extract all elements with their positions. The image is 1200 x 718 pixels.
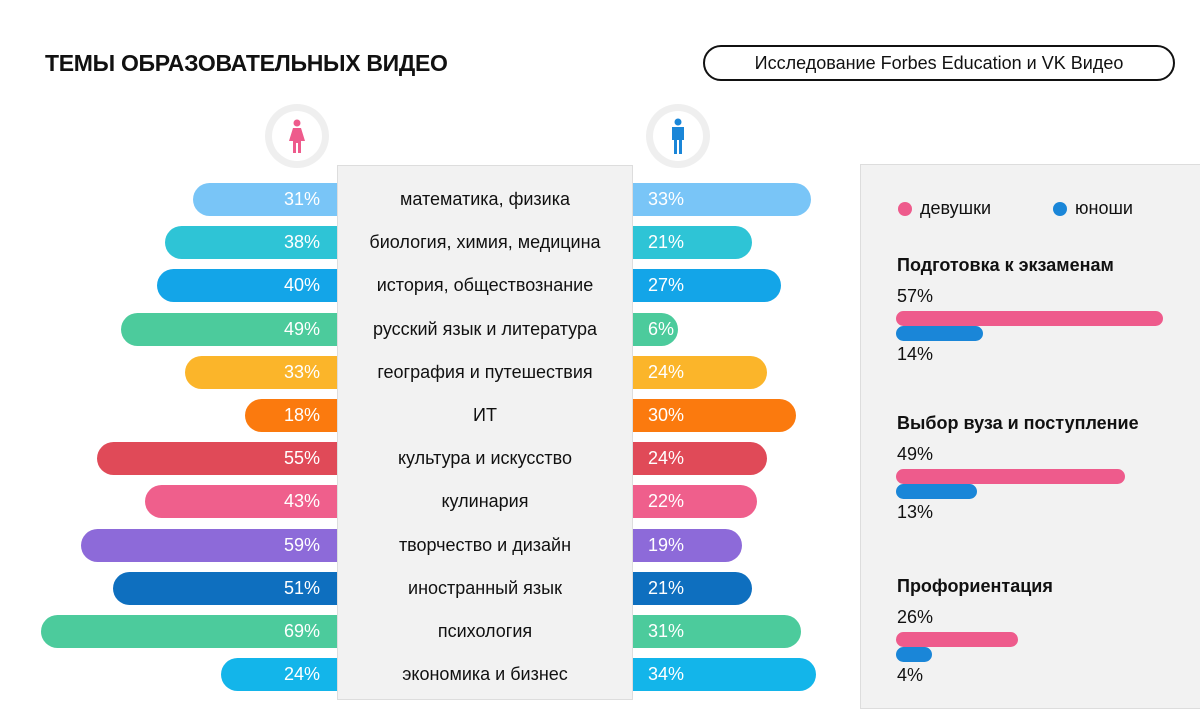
goals-panel xyxy=(860,164,1200,709)
category-label: кулинария xyxy=(441,491,529,512)
legend-dot-male xyxy=(1053,201,1067,216)
category-label: творчество и дизайн xyxy=(398,534,572,555)
male-person-icon xyxy=(646,104,710,168)
category-label: русский язык и литература xyxy=(373,318,597,339)
male-bar: 24% xyxy=(613,355,767,389)
male-bar: 24% xyxy=(613,442,767,476)
legend-male: юноши xyxy=(1053,198,1133,219)
category-label: иностранный язык xyxy=(408,577,562,598)
male-value: 13% xyxy=(897,502,934,522)
female-bar: 43% xyxy=(145,485,357,519)
female-bar: 55% xyxy=(97,442,357,476)
category-label: культура и искусство xyxy=(397,448,573,469)
category-label: ИТ xyxy=(473,405,497,425)
female-value: 26% xyxy=(897,607,934,627)
male-bar: 34% xyxy=(613,658,816,692)
group-title: Подготовка к экзаменам xyxy=(897,255,1114,275)
page-title: ТЕМЫ ОБРАЗОВАТЕЛЬНЫХ ВИДЕО xyxy=(45,50,448,76)
female-bar: 49% xyxy=(121,312,357,346)
legend-label: девушки xyxy=(920,198,992,218)
category-label: география и путешествия xyxy=(377,361,593,382)
female-bar: 69% xyxy=(41,615,357,648)
category-label: экономика и бизнес xyxy=(402,664,568,685)
male-bar: 21% xyxy=(613,226,752,260)
legend-dot-female xyxy=(898,201,912,216)
male-bar: 31% xyxy=(613,615,801,648)
source-badge: Исследование Forbes Education и VK Видео xyxy=(703,45,1175,81)
legend-label: юноши xyxy=(1075,198,1133,218)
female-value: 57% xyxy=(897,286,934,306)
category-label: психология xyxy=(437,621,533,641)
female-bar: 24% xyxy=(221,658,357,692)
female-person-icon xyxy=(265,104,329,168)
male-bar xyxy=(896,484,977,499)
female-bar: 51% xyxy=(113,571,357,605)
male-bar: 22% xyxy=(613,485,757,519)
female-bar xyxy=(896,469,1126,484)
male-bar: 33% xyxy=(613,183,811,216)
categories-panel xyxy=(337,165,633,700)
category-label: история, обществознание xyxy=(376,275,594,296)
male-bar: 19% xyxy=(613,528,743,562)
female-bar: 33% xyxy=(185,355,357,389)
female-bar xyxy=(896,311,1163,326)
female-bar: 59% xyxy=(81,528,357,562)
female-bar xyxy=(896,632,1018,647)
female-bar: 31% xyxy=(193,183,357,216)
legend-female: девушки xyxy=(898,198,991,219)
female-bar: 38% xyxy=(165,226,357,260)
male-bar xyxy=(896,647,932,662)
category-label: математика, физика xyxy=(399,189,571,209)
group-title: Выбор вуза и поступление xyxy=(897,413,1139,433)
male-value: 4% xyxy=(897,665,924,685)
male-bar: 21% xyxy=(613,571,752,605)
male-bar xyxy=(896,326,983,341)
male-value: 14% xyxy=(897,344,934,364)
male-bar: 27% xyxy=(613,269,782,303)
male-bar: 30% xyxy=(613,399,796,432)
female-value: 49% xyxy=(897,444,934,464)
group-title: Профориентация xyxy=(897,576,1053,596)
female-bar: 40% xyxy=(157,269,357,303)
category-label: биология, химия, медицина xyxy=(369,232,601,253)
